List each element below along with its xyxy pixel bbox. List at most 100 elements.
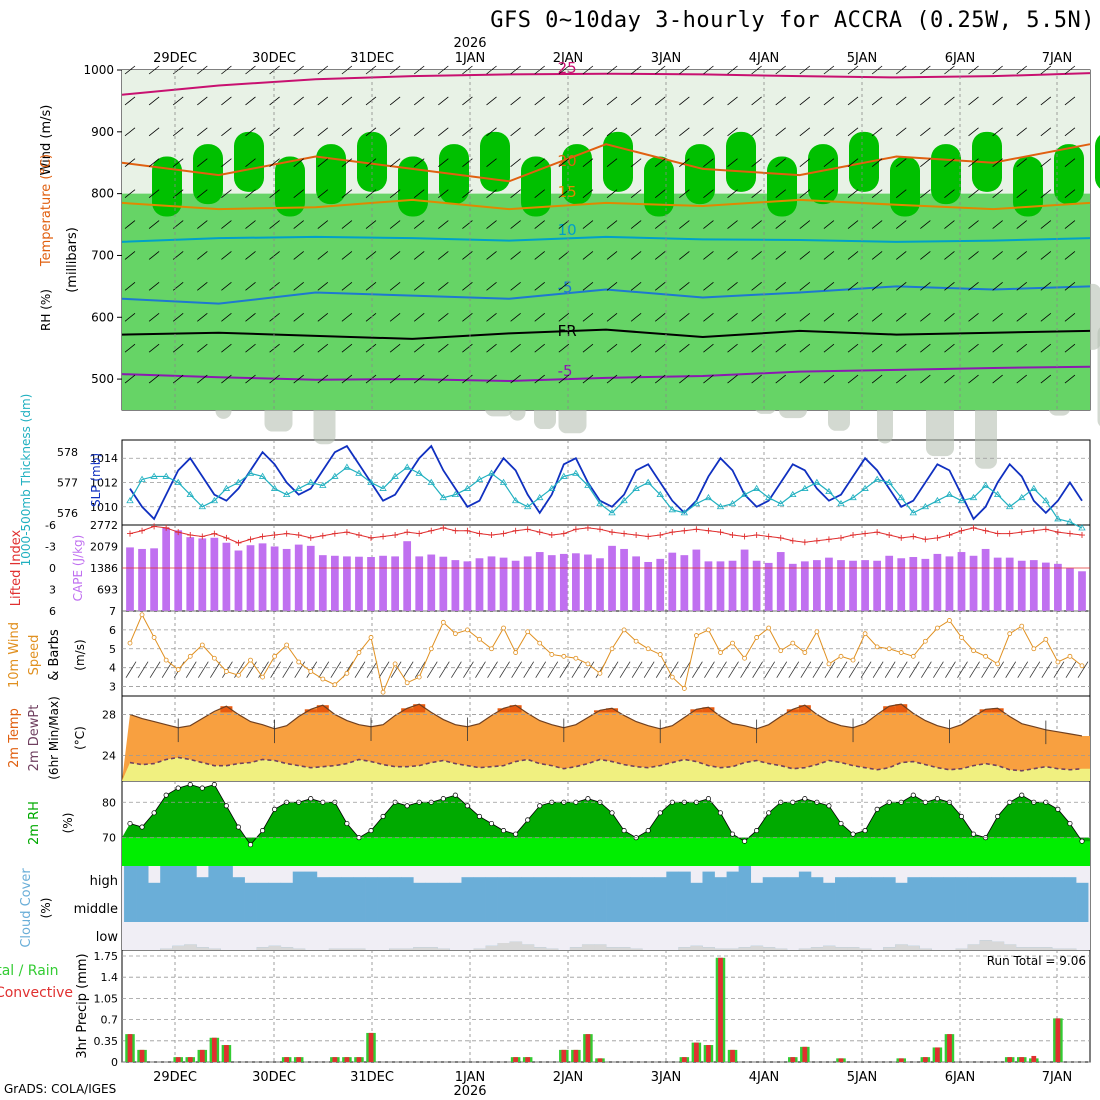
wind-barb <box>823 127 835 137</box>
temp2m-peak <box>991 708 1004 713</box>
isotherm-label: -5 <box>558 362 573 380</box>
ua-rh-core <box>1013 156 1043 217</box>
precip-axis-label: 3hr Precip (mm) <box>75 953 90 1058</box>
wind-barb <box>534 96 545 106</box>
cloud-low-overlay <box>280 947 294 950</box>
wind-barb <box>245 282 256 291</box>
wind-tick-label: 6 <box>109 624 116 637</box>
wind-barb <box>269 65 280 75</box>
wind10-barb <box>1005 661 1017 678</box>
wind-barb <box>582 251 594 260</box>
cape-bar <box>210 537 219 611</box>
wind-barb <box>582 282 594 291</box>
wind-barb <box>172 343 184 353</box>
wind-barb <box>486 220 497 229</box>
wind-barb <box>197 65 208 75</box>
wind-barb <box>823 158 835 168</box>
wind10-point <box>645 646 651 652</box>
bottom-date-label: 29DEC <box>153 1070 197 1085</box>
wind-barb <box>582 189 594 198</box>
thickness-point <box>1078 524 1086 531</box>
wind-barb <box>871 374 883 384</box>
thickness-point <box>475 475 484 482</box>
wind10-barb <box>667 661 679 678</box>
cloud-middle-bar <box>919 894 932 922</box>
precip-convective-bar <box>706 1045 711 1062</box>
wind-barb <box>727 343 738 353</box>
wind-barb <box>751 96 762 106</box>
rh2m-point <box>826 803 832 809</box>
wind-barb <box>148 282 160 291</box>
cloud-high-bar <box>702 871 715 894</box>
wind-barb <box>679 127 690 137</box>
rh2m-point <box>1019 792 1025 798</box>
cape-bar <box>270 546 279 611</box>
wind-barb <box>1040 96 1052 106</box>
cape-bar <box>282 548 291 611</box>
li-point <box>355 532 362 539</box>
wind10-point <box>392 661 398 667</box>
wind-barb <box>341 312 353 322</box>
wind-barb <box>462 96 473 106</box>
cloud-middle-bar <box>702 894 715 922</box>
wind-barb <box>365 282 377 291</box>
wind10-barb <box>463 661 474 678</box>
cloud-low-overlay <box>702 947 715 950</box>
cloud-high-bar <box>569 877 583 894</box>
wind-barb <box>293 189 304 198</box>
thickness-tick-label: 578 <box>57 446 78 459</box>
wind-barb <box>148 65 160 75</box>
cloud-low-overlay <box>268 945 282 950</box>
cloud-low-overlay <box>292 948 306 950</box>
wind-barb <box>389 220 401 229</box>
rh2m-point <box>525 817 531 823</box>
cloud-low-overlay <box>353 948 366 950</box>
wind-barb <box>920 158 931 168</box>
cloud-middle-bar <box>822 894 836 922</box>
cloud-middle-bar <box>654 894 667 922</box>
thickness-point <box>680 509 689 516</box>
cape-tick-label: 2772 <box>90 519 118 532</box>
cape-bar <box>367 557 375 611</box>
wind10-line <box>129 613 1083 694</box>
precip-convective-bar <box>585 1034 591 1062</box>
cloud-low-overlay <box>678 947 691 950</box>
precip-convective-bar <box>790 1057 796 1062</box>
cloud-low-overlay <box>1027 947 1041 950</box>
cape-tick-label: 2079 <box>90 541 118 554</box>
wind-barb <box>1016 251 1027 260</box>
cloud-low-overlay <box>726 948 739 950</box>
cloud-middle-bar <box>497 894 511 922</box>
cape-bar <box>632 556 640 611</box>
cloud-axis-label: Cloud Cover <box>19 868 34 948</box>
wind-barb <box>775 189 786 198</box>
isotherm-label: -5 <box>558 279 573 297</box>
cloud-middle-bar <box>594 894 607 922</box>
wind-barb <box>438 282 449 291</box>
precip-convective-bar <box>344 1057 350 1062</box>
cloud-middle-bar <box>413 894 426 922</box>
li-point <box>910 533 917 540</box>
cape-bar <box>1066 568 1074 611</box>
wind-barb <box>221 343 232 353</box>
rh2m-point <box>1079 838 1085 844</box>
wind10-point <box>199 642 205 648</box>
cloud-high-bar <box>184 866 197 894</box>
cloud-high-bar <box>521 877 535 894</box>
wind-barb <box>775 127 786 137</box>
wind-barb <box>197 343 208 353</box>
ua-rh-core <box>234 131 264 192</box>
wind-tick-label: 5 <box>109 643 116 656</box>
cloud-middle-bar <box>618 894 631 922</box>
thickness-point <box>1005 503 1014 510</box>
cloud-high-bar <box>895 882 908 894</box>
top-date-label: 2JAN <box>553 51 584 66</box>
precip-tick-label: 1.05 <box>94 992 119 1005</box>
cloud-low-overlay <box>437 948 450 950</box>
thickness-point <box>704 493 713 501</box>
cloud-high-bar <box>509 877 523 894</box>
wind10-barb <box>294 661 306 678</box>
wind-barb <box>389 251 401 260</box>
precip-convective-bar <box>802 1046 808 1062</box>
